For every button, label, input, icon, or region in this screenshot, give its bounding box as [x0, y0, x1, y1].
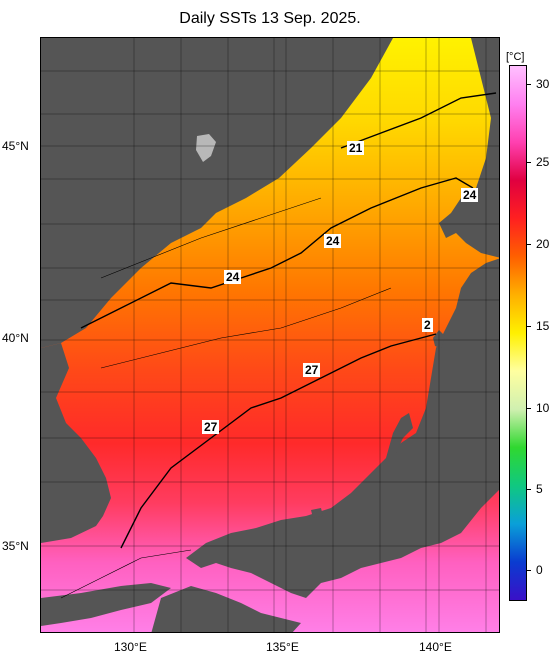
mainland-north [41, 38, 393, 348]
colorbar-tick [527, 489, 531, 490]
lon-label-130: 130°E [114, 640, 147, 654]
lat-label-45: 45°N [2, 139, 29, 153]
lat-label-40: 40°N [2, 331, 29, 345]
colorbar-tick [527, 162, 531, 163]
colorbar-tick [527, 408, 531, 409]
colorbar-tick [527, 326, 531, 327]
colorbar-tick [527, 244, 531, 245]
dokdo-island [196, 134, 216, 162]
oki-island [311, 508, 323, 518]
honshu [186, 258, 499, 598]
contour-thin-1 [60, 549, 192, 599]
contour-label-2-a: 2 [422, 318, 433, 332]
contour-label-24-a: 24 [324, 234, 342, 248]
contour-thin-2 [100, 197, 322, 279]
lon-label-135: 135°E [266, 640, 299, 654]
contour-label-24-c: 24 [461, 188, 479, 202]
colorbar-tick-label: 20 [536, 237, 550, 251]
contour-label-27-a: 27 [303, 363, 321, 377]
contour-label-24-b: 24 [224, 270, 242, 284]
contour-label-21: 21 [347, 141, 365, 155]
contour-27 [120, 333, 437, 549]
kyushu [151, 586, 301, 632]
colorbar-tick-label: 10 [536, 401, 550, 415]
colorbar-tick-label: 0 [536, 563, 543, 577]
south-coast [41, 583, 171, 626]
contour-thin-3 [100, 287, 392, 369]
colorbar-tick [527, 570, 531, 571]
sst-map: 21 24 24 24 27 27 2 [40, 37, 500, 633]
hokkaido [439, 38, 499, 258]
lon-label-140: 140°E [419, 640, 452, 654]
contour-label-27-b: 27 [202, 420, 220, 434]
colorbar-tick-label: 25 [536, 155, 550, 169]
lat-label-35: 35°N [2, 539, 29, 553]
colorbar-tick [527, 84, 531, 85]
colorbar [509, 65, 527, 601]
colorbar-tick-label: 30 [536, 77, 550, 91]
noto-peninsula [386, 413, 413, 458]
contour-21 [340, 92, 497, 149]
colorbar-tick-label: 5 [536, 482, 543, 496]
map-title: Daily SSTs 13 Sep. 2025. [179, 10, 361, 27]
korean-peninsula [41, 343, 111, 543]
colorbar-unit: [°C] [506, 51, 525, 63]
colorbar-tick-label: 15 [536, 319, 550, 333]
